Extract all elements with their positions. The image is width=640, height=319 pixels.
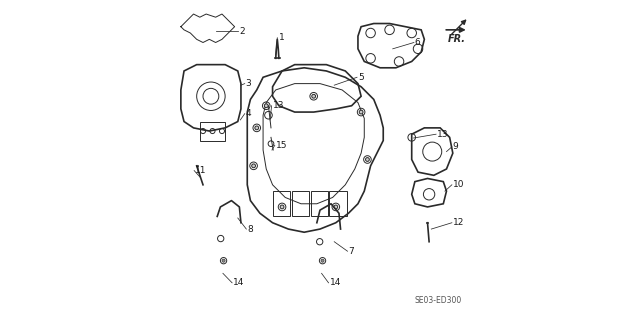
Circle shape xyxy=(280,205,284,209)
Text: 3: 3 xyxy=(246,79,252,88)
Text: 14: 14 xyxy=(233,278,244,287)
Circle shape xyxy=(365,158,369,161)
Text: 1: 1 xyxy=(279,33,285,42)
Circle shape xyxy=(255,126,259,130)
Text: 6: 6 xyxy=(415,38,420,47)
Circle shape xyxy=(321,259,324,262)
Text: 5: 5 xyxy=(358,73,364,82)
Text: 13: 13 xyxy=(437,130,449,139)
Circle shape xyxy=(264,104,268,108)
Text: 14: 14 xyxy=(330,278,341,287)
Circle shape xyxy=(334,205,338,209)
Text: 2: 2 xyxy=(239,27,245,36)
Text: 7: 7 xyxy=(348,247,354,256)
Text: 8: 8 xyxy=(247,225,253,234)
Text: 13: 13 xyxy=(273,101,284,110)
Circle shape xyxy=(222,259,225,262)
Text: SE03-ED300: SE03-ED300 xyxy=(415,296,462,305)
Text: 4: 4 xyxy=(246,109,252,118)
Text: 15: 15 xyxy=(276,141,287,150)
Text: 9: 9 xyxy=(453,142,459,151)
Circle shape xyxy=(312,94,316,98)
Text: 12: 12 xyxy=(453,218,464,227)
Text: 10: 10 xyxy=(453,180,464,189)
Circle shape xyxy=(252,164,255,168)
Circle shape xyxy=(359,110,363,114)
Text: FR.: FR. xyxy=(448,34,466,44)
Text: 11: 11 xyxy=(195,166,207,175)
